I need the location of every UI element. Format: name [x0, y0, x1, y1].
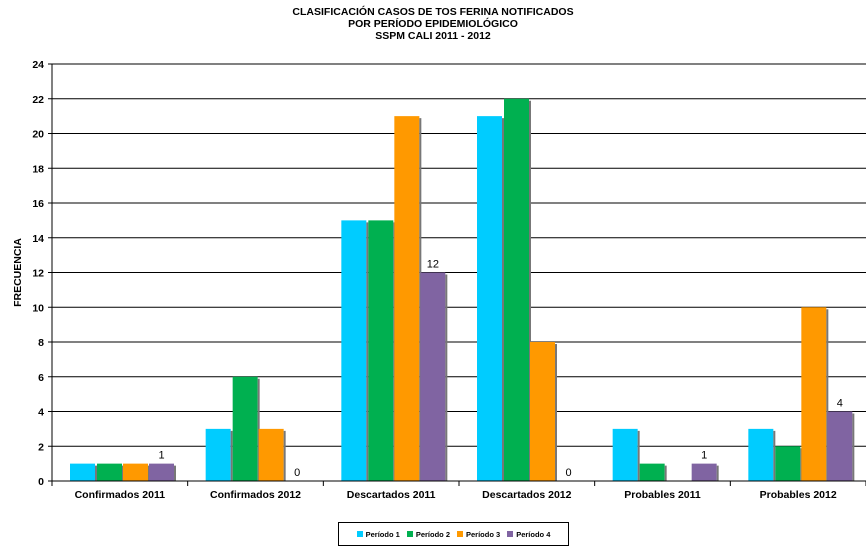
y-tick-label-6: 6: [38, 372, 44, 384]
y-tick-label-0: 0: [38, 476, 44, 488]
x-tick-label-descartados-2011: Descartados 2011: [347, 489, 436, 501]
data-label-descartados-2012-periodo-4: 0: [565, 467, 571, 479]
bar-shadow-probables-2012-periodo-1: [773, 430, 776, 481]
chart-title-line-2: POR PERÍODO EPIDEMIOLÓGICO: [348, 18, 518, 30]
chart-title-line-3: SSPM CALI 2011 - 2012: [375, 30, 491, 42]
bar-descartados-2011-periodo-1: [341, 220, 367, 481]
bar-confirmados-2011-periodo-3: [123, 463, 148, 481]
x-tick-label-probables-2011: Probables 2011: [624, 489, 701, 501]
bar-probables-2012-periodo-4: [827, 411, 853, 481]
bar-shadow-probables-2011-periodo-4: [716, 465, 719, 481]
bar-confirmados-2012-periodo-1: [205, 428, 231, 481]
x-tick-label-probables-2012: Probables 2012: [760, 489, 837, 501]
bar-shadow-descartados-2012-periodo-2: [529, 100, 531, 481]
legend-label-periodo-4: Período 4: [516, 529, 551, 539]
chart-title: CLASIFICACIÓN CASOS DE TOS FERINA NOTIFI…: [0, 6, 866, 42]
legend-swatch-periodo-2: [406, 531, 413, 537]
data-label-confirmados-2011-periodo-4: 1: [158, 450, 164, 462]
y-tick-label-2: 2: [38, 441, 44, 453]
bar-shadow-descartados-2012-periodo-1: [502, 118, 504, 481]
y-axis-title: FRECUENCIA: [12, 238, 24, 307]
bar-shadow-descartados-2011-periodo-1: [366, 222, 369, 481]
bar-shadow-confirmados-2011-periodo-4: [174, 465, 176, 481]
y-tick-label-24: 24: [32, 59, 44, 71]
data-label-descartados-2011-periodo-4: 12: [427, 259, 439, 271]
legend-swatch-periodo-3: [457, 531, 463, 537]
bar-shadow-confirmados-2012-periodo-1: [230, 430, 233, 481]
y-tick-label-20: 20: [32, 129, 44, 141]
y-tick-label-22: 22: [32, 94, 44, 106]
bar-probables-2011-periodo-2: [639, 463, 665, 481]
bar-probables-2011-periodo-1: [612, 428, 638, 481]
bar-confirmados-2012-periodo-2: [232, 376, 258, 481]
bar-descartados-2011-periodo-2: [368, 220, 394, 481]
legend-item-periodo-3: Período 3: [457, 530, 500, 539]
bar-probables-2012-periodo-1: [748, 428, 774, 481]
chart-title-line-1: CLASIFICACIÓN CASOS DE TOS FERINA NOTIFI…: [292, 6, 574, 18]
y-tick-label-12: 12: [32, 268, 44, 280]
bar-shadow-descartados-2011-periodo-4: [445, 274, 448, 481]
legend-item-periodo-2: Período 2: [406, 529, 450, 539]
bar-confirmados-2011-periodo-4: [149, 463, 174, 481]
chart-legend: Período 1 Período 2 Período 3 Período 4: [338, 522, 569, 546]
legend-swatch-periodo-4: [507, 531, 514, 537]
legend-item-periodo-1: Período 1: [356, 529, 400, 539]
bar-probables-2012-periodo-2: [775, 446, 801, 481]
bar-probables-2011-periodo-4: [691, 463, 717, 481]
y-tick-label-14: 14: [32, 233, 44, 245]
bar-descartados-2012-periodo-1: [477, 116, 502, 481]
y-tick-label-16: 16: [32, 198, 44, 210]
bar-shadow-probables-2012-periodo-4: [852, 413, 855, 481]
bar-shadow-probables-2012-periodo-3: [826, 309, 829, 481]
bar-confirmados-2011-periodo-1: [70, 463, 95, 481]
y-tick-label-18: 18: [32, 163, 44, 175]
legend-item-periodo-4: Período 4: [507, 530, 550, 539]
data-label-probables-2012-periodo-4: 4: [837, 398, 843, 410]
data-label-probables-2011-periodo-4: 1: [701, 450, 707, 462]
bar-shadow-confirmados-2011-periodo-1: [95, 465, 97, 481]
bar-confirmados-2012-periodo-3: [258, 428, 284, 481]
bar-shadow-confirmados-2012-periodo-3: [283, 430, 286, 481]
bar-probables-2012-periodo-3: [801, 307, 827, 481]
y-tick-label-10: 10: [32, 302, 44, 314]
bar-descartados-2011-periodo-4: [420, 272, 446, 481]
legend-swatch-periodo-1: [356, 531, 363, 537]
y-tick-label-8: 8: [38, 337, 44, 349]
bar-shadow-descartados-2012-periodo-3: [555, 344, 557, 481]
x-tick-label-confirmados-2011: Confirmados 2011: [75, 489, 166, 501]
bar-descartados-2012-periodo-2: [504, 98, 529, 481]
y-tick-label-4: 4: [38, 407, 44, 419]
legend-label-periodo-3: Período 3: [466, 529, 501, 539]
bar-descartados-2011-periodo-3: [394, 116, 420, 481]
bar-shadow-probables-2011-periodo-2: [664, 465, 667, 481]
legend-label-periodo-2: Período 2: [415, 529, 450, 539]
bar-descartados-2012-periodo-3: [530, 342, 555, 481]
x-tick-label-descartados-2012: Descartados 2012: [482, 489, 571, 501]
bar-shadow-probables-2011-periodo-1: [637, 430, 640, 481]
bar-confirmados-2011-periodo-2: [97, 463, 122, 481]
legend-label-periodo-1: Período 1: [365, 529, 400, 539]
x-tick-label-confirmados-2012: Confirmados 2012: [210, 489, 301, 501]
data-label-confirmados-2012-periodo-4: 0: [294, 467, 300, 479]
